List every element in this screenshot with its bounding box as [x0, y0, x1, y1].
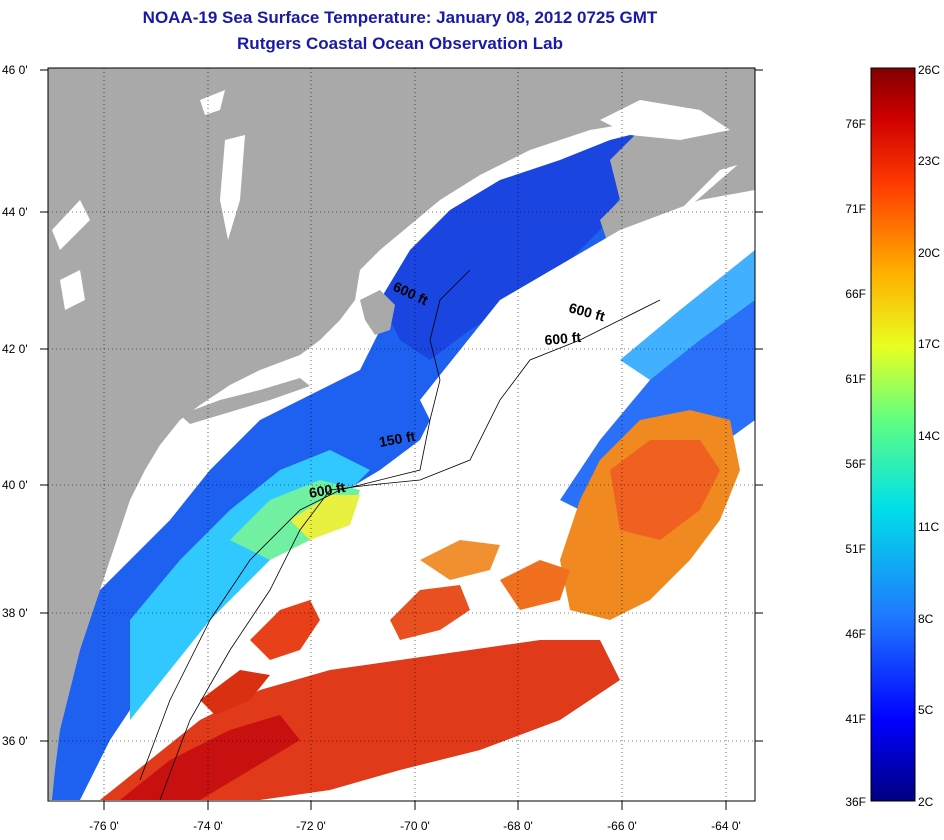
lon-label-76: -76 0'	[89, 819, 119, 833]
long-island	[180, 378, 310, 424]
land-cloud-patch-3	[52, 200, 90, 250]
shelf-cloud-strip	[420, 190, 755, 420]
colorbar-c-5: 5C	[918, 703, 934, 717]
lon-label-70: -70 0'	[400, 819, 430, 833]
temperature-colorbar	[870, 67, 916, 802]
lon-label-68: -68 0'	[503, 819, 533, 833]
colorbar-c-14: 14C	[918, 429, 940, 443]
gulf-of-maine-water	[380, 130, 650, 360]
map-frame	[47, 67, 756, 802]
warm-filament-5	[200, 670, 270, 715]
lon-label-72: -72 0'	[296, 819, 326, 833]
lon-label-66: -66 0'	[607, 819, 637, 833]
axis-ticks	[40, 69, 763, 810]
cape-cod	[360, 290, 395, 335]
shelf-yellow-water	[290, 495, 360, 540]
contour-label-shelf-600: 600 ft	[308, 479, 347, 501]
colorbar-f-46: 46F	[845, 627, 866, 641]
depth-contour-150ft	[139, 269, 471, 781]
colorbar-f-71: 71F	[845, 202, 866, 216]
lat-label-46: 46 0'	[2, 63, 28, 77]
colorbar-f-66: 66F	[845, 287, 866, 301]
lat-label-36: 36 0'	[2, 734, 28, 748]
colorbar-c-2: 2C	[918, 795, 934, 809]
lon-label-74: -74 0'	[193, 819, 223, 833]
contour-label-georges-600-lower: 600 ft	[544, 329, 582, 348]
map-subtitle: Rutgers Coastal Ocean Observation Lab	[237, 34, 563, 53]
warm-filament-2	[390, 585, 470, 640]
land-mass	[48, 68, 755, 800]
map-title: NOAA-19 Sea Surface Temperature: January…	[142, 8, 658, 27]
lon-label-64: -64 0'	[711, 819, 741, 833]
colorbar-c-11: 11C	[918, 520, 939, 534]
colorbar-f-56: 56F	[845, 457, 866, 471]
contour-label-150: 150 ft	[378, 428, 417, 450]
lat-label-38: 38 0'	[2, 606, 28, 620]
gulf-stream-core	[120, 715, 300, 800]
colorbar-f-76: 76F	[845, 117, 866, 131]
colorbar-f-36: 36F	[845, 795, 866, 809]
lat-label-42: 42 0'	[2, 342, 28, 356]
offshore-cyan-band	[620, 250, 755, 380]
depth-contour-600ft	[159, 299, 661, 801]
warm-filament-4	[420, 540, 500, 580]
colorbar-c-20: 20C	[918, 246, 940, 260]
warm-filament-3	[500, 560, 570, 610]
colorbar-c-8: 8C	[918, 612, 934, 626]
land-cloud-patch-1	[200, 90, 225, 115]
warm-filament-1	[250, 600, 320, 660]
colorbar-c-17: 17C	[918, 337, 940, 351]
colorbar-f-41: 41F	[845, 712, 866, 726]
lat-label-40: 40 0'	[2, 478, 28, 492]
map-plot-area	[48, 68, 755, 801]
colorbar-c-23: 23C	[918, 154, 940, 168]
lat-label-44: 44 0'	[2, 205, 28, 219]
land-cloud-patch-5	[600, 100, 730, 140]
warm-eddy-core	[610, 440, 720, 540]
colorbar-c-26: 26C	[918, 63, 940, 77]
land-cloud-patch-4	[60, 270, 85, 310]
land-cloud-patch-2	[220, 135, 245, 240]
colorbar-f-61: 61F	[845, 372, 866, 386]
colorbar-f-51: 51F	[845, 542, 866, 556]
